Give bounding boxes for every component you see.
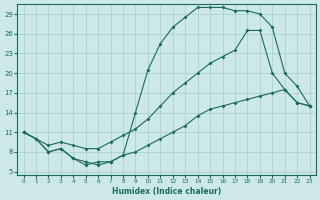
X-axis label: Humidex (Indice chaleur): Humidex (Indice chaleur) bbox=[112, 187, 221, 196]
